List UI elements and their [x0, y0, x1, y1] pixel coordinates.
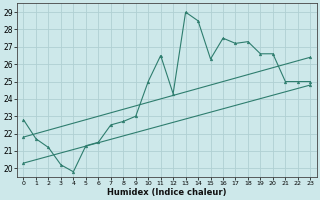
X-axis label: Humidex (Indice chaleur): Humidex (Indice chaleur) [107, 188, 227, 197]
